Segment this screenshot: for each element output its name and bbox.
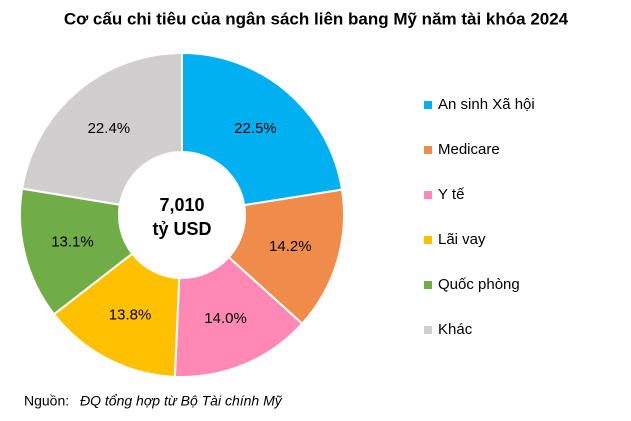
data-label: 22.5%	[234, 120, 277, 137]
chart-title: Cơ cấu chi tiêu của ngân sách liên bang …	[64, 9, 569, 28]
donut-slice	[181, 51, 344, 207]
legend-label: Lãi vay	[438, 231, 486, 248]
donut-slice	[21, 51, 183, 206]
donut-slice	[227, 188, 345, 326]
data-label: 14.2%	[269, 238, 312, 255]
legend-label: Khác	[438, 321, 473, 338]
legend-swatch	[424, 146, 432, 154]
legend-swatch	[424, 281, 432, 289]
legend-swatch	[424, 326, 432, 334]
legend-swatch	[424, 101, 432, 109]
source: ĐQ tổng hợp từ Bộ Tài chính Mỹ	[80, 393, 283, 409]
data-label: 22.4%	[88, 120, 131, 137]
legend-label: Quốc phòng	[438, 276, 520, 293]
legend-swatch	[424, 236, 432, 244]
center-unit: tỷ USD	[152, 219, 211, 239]
center-value: 7,010	[159, 195, 204, 215]
legend-label: Medicare	[438, 141, 500, 158]
data-label: 14.0%	[204, 310, 247, 327]
legend-label: An sinh Xã hội	[438, 96, 535, 113]
legend-swatch	[424, 191, 432, 199]
donut-slice	[19, 187, 134, 316]
data-label: 13.8%	[109, 306, 152, 323]
source-label: Nguồn:	[24, 393, 69, 409]
donut-slice	[173, 255, 304, 378]
legend-label: Y tế	[438, 186, 465, 203]
data-label: 13.1%	[51, 234, 94, 251]
donut-slice	[52, 252, 181, 378]
